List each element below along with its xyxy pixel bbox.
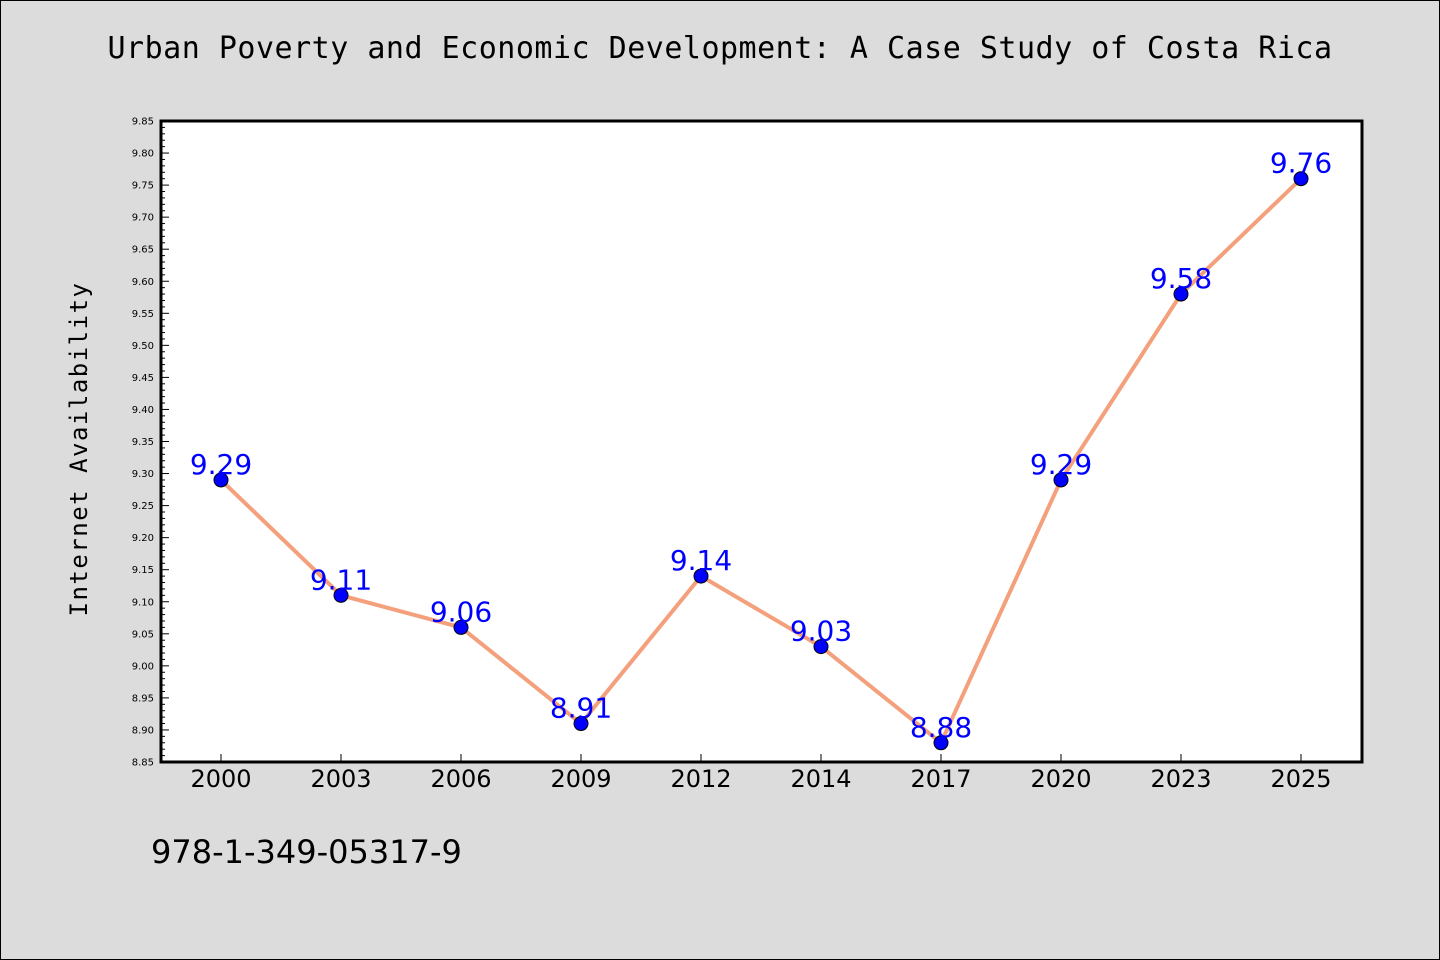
y-tick-label: 9.50 [132,341,154,352]
y-tick-label: 9.05 [132,629,154,640]
data-point [1293,171,1309,187]
y-axis-label: Internet Availability [65,282,93,617]
data-label: 9.14 [670,544,732,577]
data-label: 8.88 [910,711,972,744]
plot-area [159,119,1364,764]
x-tick-label: 2006 [430,765,491,793]
data-label: 8.91 [550,692,612,725]
chart-title: Urban Poverty and Economic Development: … [107,31,1333,66]
data-point [453,619,469,635]
data-point [813,639,829,655]
y-tick-label: 9.40 [132,405,154,416]
y-axis-ticks: 8.85 8.90 8.95 9.00 9.05 9.10 9.15 9.20 9.25 9.30… [132,117,169,769]
data-label: 9.03 [790,615,852,648]
y-tick-label: 8.95 [132,693,154,704]
data-point [1173,286,1189,302]
y-tick-label: 8.85 [132,758,154,769]
y-tick-label: 9.80 [132,149,154,160]
series-line [219,176,1303,745]
data-point [333,587,349,603]
y-tick-label: 9.15 [132,565,154,576]
data-label: 9.11 [310,563,372,596]
data-label: 9.29 [190,448,252,481]
x-tick-label: 2025 [1270,765,1331,793]
x-tick-label: 2023 [1150,765,1211,793]
y-tick-label: 9.35 [132,437,154,448]
data-label: 9.76 [1270,147,1332,180]
y-tick-label: 9.10 [132,597,154,608]
y-tick-label: 9.70 [132,213,154,224]
y-tick-label: 9.00 [132,661,154,672]
y-tick-label: 9.75 [132,181,154,192]
series-layer: 9.29 9.11 9.06 8.91 9.14 9.03 8.88 9.29 9.58 9.76 [190,147,1332,751]
x-tick-label: 2012 [670,765,731,793]
y-tick-label: 9.30 [132,469,154,480]
x-axis-ticks: 2000 2003 2006 2009 2012 2014 2017 2020 2023 2025 [190,754,1332,793]
x-tick-label: 2014 [790,765,851,793]
x-tick-label: 2000 [190,765,251,793]
y-tick-label: 9.20 [132,533,154,544]
y-tick-label: 9.65 [132,245,154,256]
x-tick-label: 2017 [910,765,971,793]
data-point [1053,472,1069,488]
x-tick-label: 2020 [1030,765,1091,793]
y-tick-label: 9.85 [132,117,154,128]
data-point [573,716,589,732]
x-tick-label: 2003 [310,765,371,793]
x-tick-label: 2009 [550,765,611,793]
y-tick-label: 8.90 [132,725,154,736]
data-label: 9.58 [1150,262,1212,295]
data-label: 9.06 [430,595,492,628]
data-point [933,735,949,751]
y-tick-label: 9.45 [132,373,154,384]
y-tick-label: 9.60 [132,277,154,288]
isbn-text: 978-1-349-05317-9 [151,833,462,871]
data-label: 9.29 [1030,448,1092,481]
data-point [693,568,709,584]
data-point [213,472,229,488]
y-tick-label: 9.25 [132,501,154,512]
y-tick-label: 9.55 [132,309,154,320]
